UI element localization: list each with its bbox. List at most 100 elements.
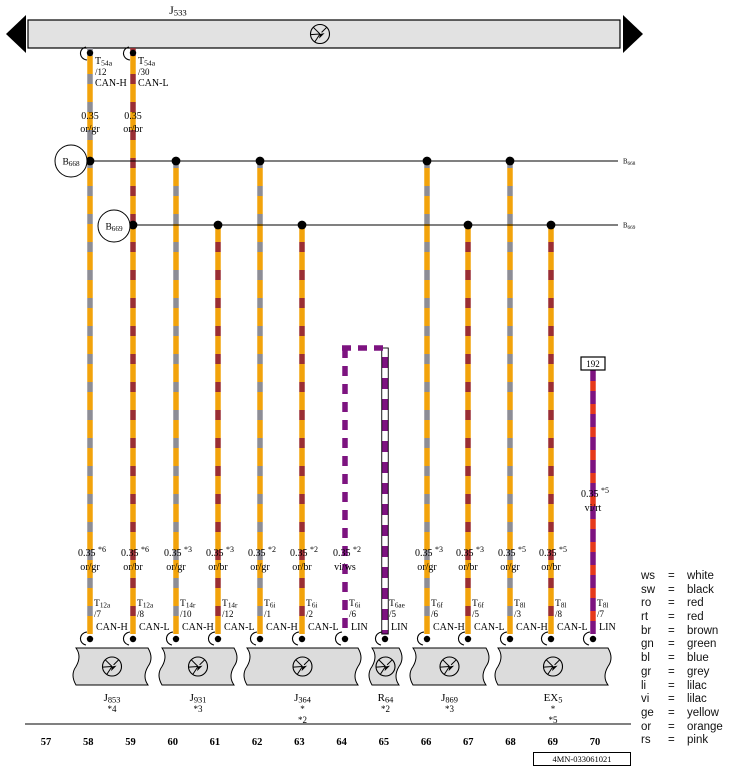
legend-eq: = — [668, 597, 675, 610]
ruler-number: 63 — [294, 737, 305, 748]
connector-hook-icon — [334, 631, 343, 646]
terminal-dot — [506, 635, 514, 643]
component-note: * — [300, 704, 305, 714]
legend-abbr: rt — [641, 611, 649, 624]
wire-body — [381, 347, 389, 635]
ruler-number: 62 — [252, 737, 263, 748]
ruler-number: 65 — [379, 737, 390, 748]
connector-hook-icon — [457, 631, 466, 646]
legend-eq: = — [668, 624, 675, 637]
ruler-number: 60 — [167, 737, 178, 748]
legend-abbr: vi — [641, 693, 650, 706]
pin-number-label: /8 — [555, 609, 563, 619]
ruler-number: 67 — [463, 737, 474, 748]
legend-name: lilac — [687, 693, 707, 706]
legend-name: black — [687, 583, 714, 596]
wire-T6i-1: 0.35 *2 or/gr T6i/1 CAN-H — [248, 161, 298, 646]
legend-row: ge = yellow — [641, 707, 747, 721]
wire-T8l-7: 0.35 *5 vi/rt T8l/7 LIN — [581, 370, 616, 646]
legend-row: vi = lilac — [641, 693, 747, 707]
wire-T6i-6: 0.35 *2 vi/ws T6i/6 LIN — [333, 348, 368, 646]
pin-bus-label: CAN-L — [139, 622, 170, 633]
pin-bus-label: LIN — [351, 622, 368, 633]
wire-T6i-2: 0.35 *2 or/br T6i/2 CAN-L — [290, 225, 339, 646]
pin-bus-label: CAN-L — [224, 622, 255, 633]
wire-color-label: or/br — [458, 562, 478, 573]
ruler-number: 70 — [590, 737, 601, 748]
pin-bus-label: CAN-H — [182, 622, 214, 633]
component-note: * — [551, 704, 556, 714]
terminal-dot — [214, 635, 222, 643]
junction-dot — [85, 156, 95, 166]
coordinate-ruler: 57 58 59 60 61 62 63 64 65 66 67 68 69 70 — [25, 723, 631, 748]
pin-number-label: /2 — [306, 609, 313, 619]
pin-connector-label: T14r — [222, 599, 238, 610]
component-label: J364 — [294, 692, 312, 705]
gateway-bus-bar: J533 — [6, 5, 643, 53]
wire-size-label: 0.35 *6 — [78, 545, 106, 559]
pin-connector-label: T6f — [472, 599, 484, 610]
terminal-dot — [86, 49, 94, 57]
top-connector-label: T54a — [138, 56, 156, 68]
wire-body — [257, 161, 263, 634]
legend-name: white — [687, 570, 714, 582]
wire-T8l-8: 0.35 *5 or/br T8l/8 CAN-L — [539, 225, 588, 646]
color-legend: ws = white sw = black ro = red rt = red br = brown gn = g… — [641, 570, 747, 748]
wire-T6f-5: 0.35 *3 or/br T6f/5 CAN-L — [456, 225, 505, 646]
pin-connector-label: T12a — [137, 599, 154, 610]
pin-number-label: /5 — [389, 609, 397, 619]
junction-dot — [505, 156, 515, 166]
wire-body — [590, 370, 596, 634]
pin-number-label: /5 — [472, 609, 480, 619]
pin-number-label: /6 — [349, 609, 357, 619]
wire-size-label: 0.35 *2 — [333, 545, 361, 559]
connection-symbol-icon — [292, 656, 313, 677]
connector-hook-icon — [374, 631, 383, 646]
legend-eq: = — [668, 638, 675, 651]
component-note: *5 — [549, 715, 559, 725]
legend-abbr: ws — [641, 570, 656, 582]
control-unit-box-R64: R64*2 — [368, 647, 403, 714]
wire-T8l-3: 0.35 *5 or/gr T8l/3 CAN-H — [498, 161, 548, 646]
legend-abbr: or — [641, 720, 652, 733]
legend-eq: = — [668, 611, 675, 624]
junction-dot — [128, 220, 138, 230]
legend-name: yellow — [687, 706, 719, 719]
legend-abbr: gr — [641, 665, 652, 678]
wire-body — [465, 225, 471, 634]
pin-number-label: /6 — [431, 609, 439, 619]
junction-dot — [171, 156, 181, 166]
ruler-number: 68 — [505, 737, 516, 748]
top-bus-label: CAN-L — [138, 78, 169, 89]
wire-color-label: vi/rt — [585, 503, 602, 514]
pin-connector-label: T6i — [349, 599, 360, 610]
pin-number-label: /3 — [514, 609, 522, 619]
wire-color-label: or/br — [208, 562, 228, 573]
top-pin-label: /12 — [95, 67, 107, 77]
legend-eq: = — [668, 583, 675, 596]
wire-color-label: or/gr — [250, 562, 270, 573]
pin-connector-label: T12a — [94, 599, 111, 610]
pin-number-label: /12 — [222, 609, 234, 619]
wire-size-label: 0.35 *6 — [121, 545, 149, 559]
pin-bus-label: CAN-L — [308, 622, 339, 633]
component-label: EX5 — [544, 692, 563, 705]
connector-hook-icon — [416, 631, 425, 646]
wire-body — [173, 161, 179, 634]
legend-name: green — [687, 638, 717, 651]
pin-number-label: /10 — [180, 609, 192, 619]
ruler-number: 61 — [210, 737, 221, 748]
legend-eq: = — [668, 693, 675, 706]
connector-hook-icon — [291, 631, 300, 646]
terminal-dot — [547, 635, 555, 643]
wire-size-label: 0.35 *3 — [164, 545, 192, 559]
wire-T6f-6: 0.35 *3 or/gr T6f/6 CAN-H — [415, 161, 465, 646]
connection-symbol-icon — [187, 656, 209, 677]
control-unit-box-J931: J931*3 — [158, 647, 238, 714]
pin-connector-label: T6i — [306, 599, 317, 610]
connection-symbol-icon — [101, 656, 123, 677]
legend-name: blue — [687, 652, 709, 665]
